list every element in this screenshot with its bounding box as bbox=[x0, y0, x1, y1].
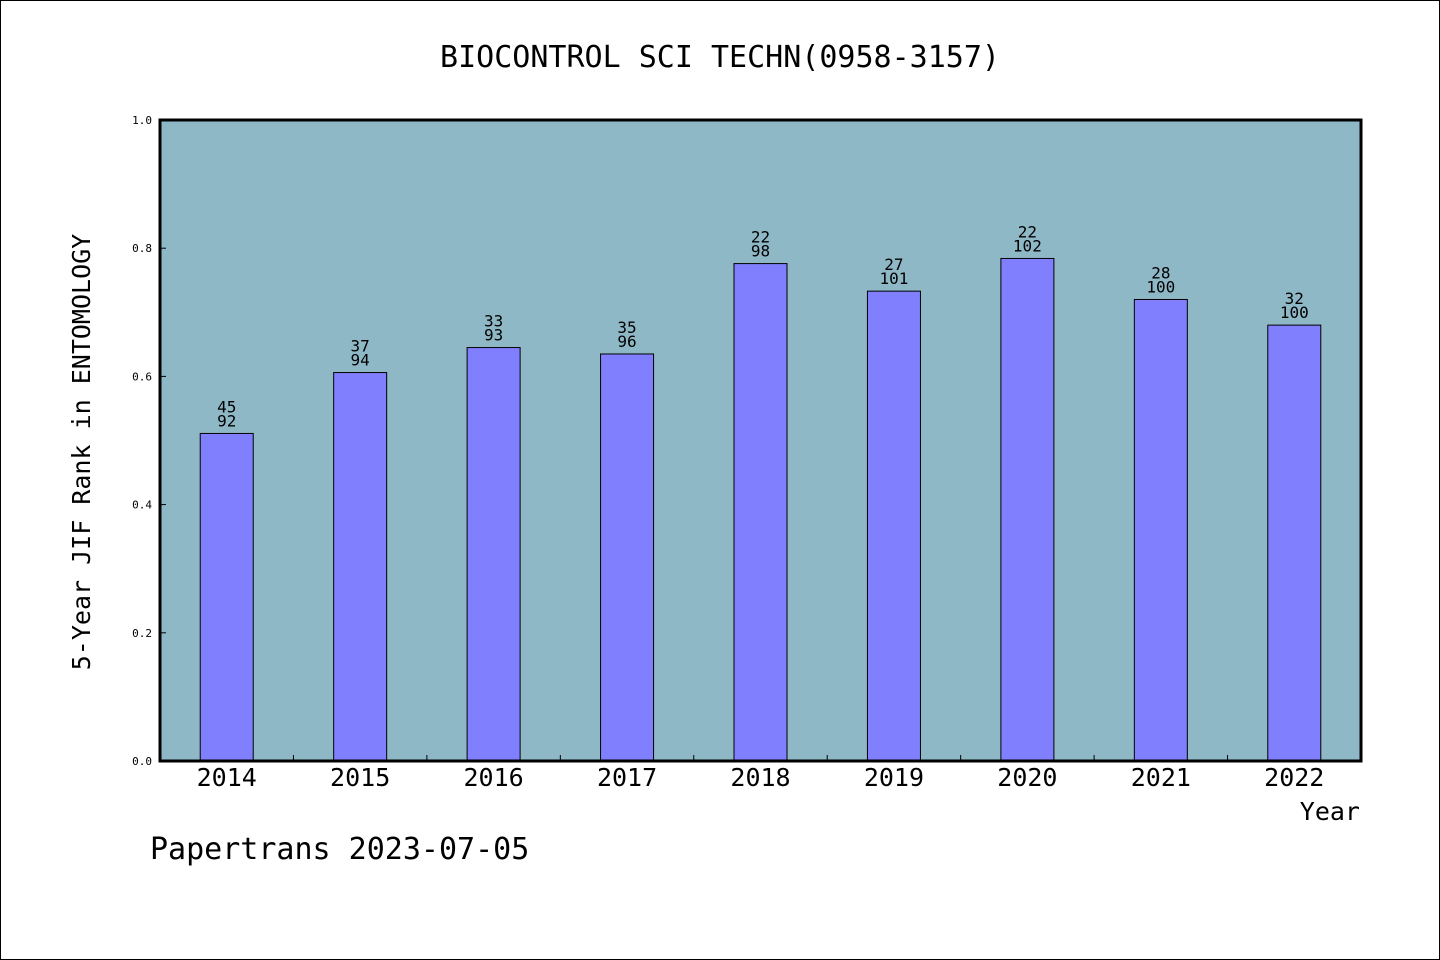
bar-rank-label: 22 bbox=[751, 228, 770, 247]
bar-rank-label: 28 bbox=[1151, 263, 1170, 282]
x-tick-label: 2020 bbox=[997, 763, 1057, 792]
bar-rank-label: 35 bbox=[617, 318, 636, 337]
bar-total-label: 94 bbox=[351, 351, 370, 370]
bar bbox=[600, 353, 655, 762]
bar-total-label: 98 bbox=[751, 242, 770, 261]
bar-total-label: 92 bbox=[217, 411, 236, 430]
y-tick-label: 0.0 bbox=[132, 755, 152, 768]
x-tick-label: 2014 bbox=[197, 763, 257, 792]
bar bbox=[866, 290, 921, 762]
y-tick-label: 0.2 bbox=[132, 627, 152, 640]
bar-rank-label: 33 bbox=[484, 312, 503, 331]
bar-rank-label: 22 bbox=[1018, 222, 1037, 241]
bar bbox=[1000, 257, 1055, 762]
bar-rank-label: 37 bbox=[351, 337, 370, 356]
bar-total-label: 100 bbox=[1280, 303, 1309, 322]
bar-rank-label: 45 bbox=[217, 397, 236, 416]
y-tick-label: 0.4 bbox=[132, 499, 152, 512]
x-axis: 2014 2015 2016 2017 2018 2019 2020 2021 2022 bbox=[197, 755, 1324, 792]
chart-title: BIOCONTROL SCI TECHN(0958-3157) bbox=[440, 40, 1000, 75]
x-tick-label: 2019 bbox=[864, 763, 924, 792]
x-axis-label: Year bbox=[1300, 797, 1360, 826]
y-axis-label: 5-Year JIF Rank in ENTOMOLOGY bbox=[67, 234, 96, 671]
bar bbox=[733, 263, 788, 762]
x-tick-label: 2015 bbox=[330, 763, 390, 792]
bar bbox=[199, 432, 254, 762]
bar-total-label: 100 bbox=[1146, 277, 1175, 296]
bar-rank-label: 32 bbox=[1285, 289, 1304, 308]
bar-total-label: 102 bbox=[1013, 236, 1042, 255]
bar-total-label: 101 bbox=[879, 269, 908, 288]
bar bbox=[1267, 324, 1322, 762]
bar bbox=[333, 372, 388, 762]
x-tick-label: 2018 bbox=[730, 763, 790, 792]
x-tick-label: 2016 bbox=[464, 763, 524, 792]
y-tick-label: 0.8 bbox=[132, 242, 152, 255]
bar bbox=[1133, 298, 1188, 762]
bar-total-label: 96 bbox=[617, 332, 636, 351]
y-tick-label: 0.6 bbox=[132, 370, 152, 383]
bar-rank-label: 27 bbox=[884, 255, 903, 274]
bar-total-label: 93 bbox=[484, 326, 503, 345]
footer-text: Papertrans 2023-07-05 bbox=[150, 832, 530, 867]
x-tick-label: 2017 bbox=[597, 763, 657, 792]
y-axis: 0.0 0.2 0.4 0.6 0.8 1.0 bbox=[132, 114, 166, 768]
y-tick-label: 1.0 bbox=[132, 114, 152, 127]
x-tick-label: 2022 bbox=[1264, 763, 1324, 792]
x-tick-label: 2021 bbox=[1131, 763, 1191, 792]
plot-border bbox=[158, 118, 1363, 763]
bar bbox=[466, 347, 521, 762]
